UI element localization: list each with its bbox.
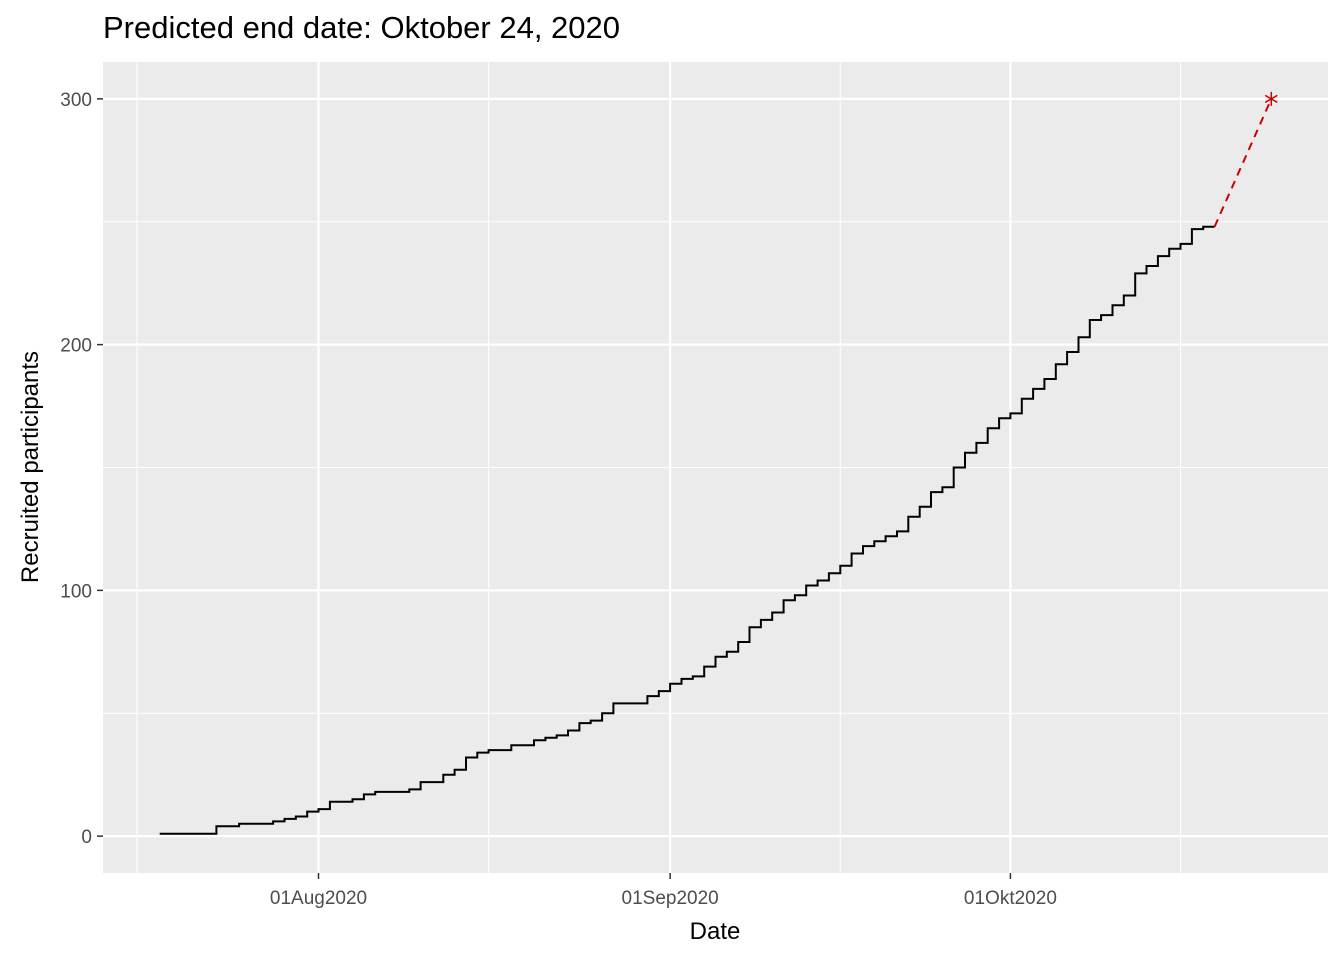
x-axis: 01Aug2020 01Sep2020 01Okt2020	[270, 873, 1057, 909]
predicted-recruitment-line	[1213, 98, 1273, 228]
y-axis-title: Recruited participants	[17, 351, 44, 583]
y-tick-label: 300	[60, 90, 92, 111]
marker-stroke	[1264, 94, 1278, 104]
observed-recruitment-line	[159, 225, 1215, 835]
y-tick-label: 0	[81, 827, 92, 848]
y-tick-label: 200	[60, 336, 92, 357]
minor-gridlines	[103, 62, 1328, 873]
x-tick-label: 01Sep2020	[622, 888, 719, 909]
predicted-end-marker	[1264, 91, 1278, 106]
x-tick-label: 01Okt2020	[964, 888, 1057, 909]
major-gridlines	[103, 62, 1328, 873]
x-tick-label: 01Aug2020	[270, 888, 367, 909]
chart-title: Predicted end date: Oktober 24, 2020	[103, 10, 621, 45]
y-tick-label: 100	[60, 581, 92, 602]
x-axis-title: Date	[690, 918, 741, 945]
series-layer	[159, 91, 1278, 835]
y-axis: 0 100 200 300	[60, 90, 103, 848]
